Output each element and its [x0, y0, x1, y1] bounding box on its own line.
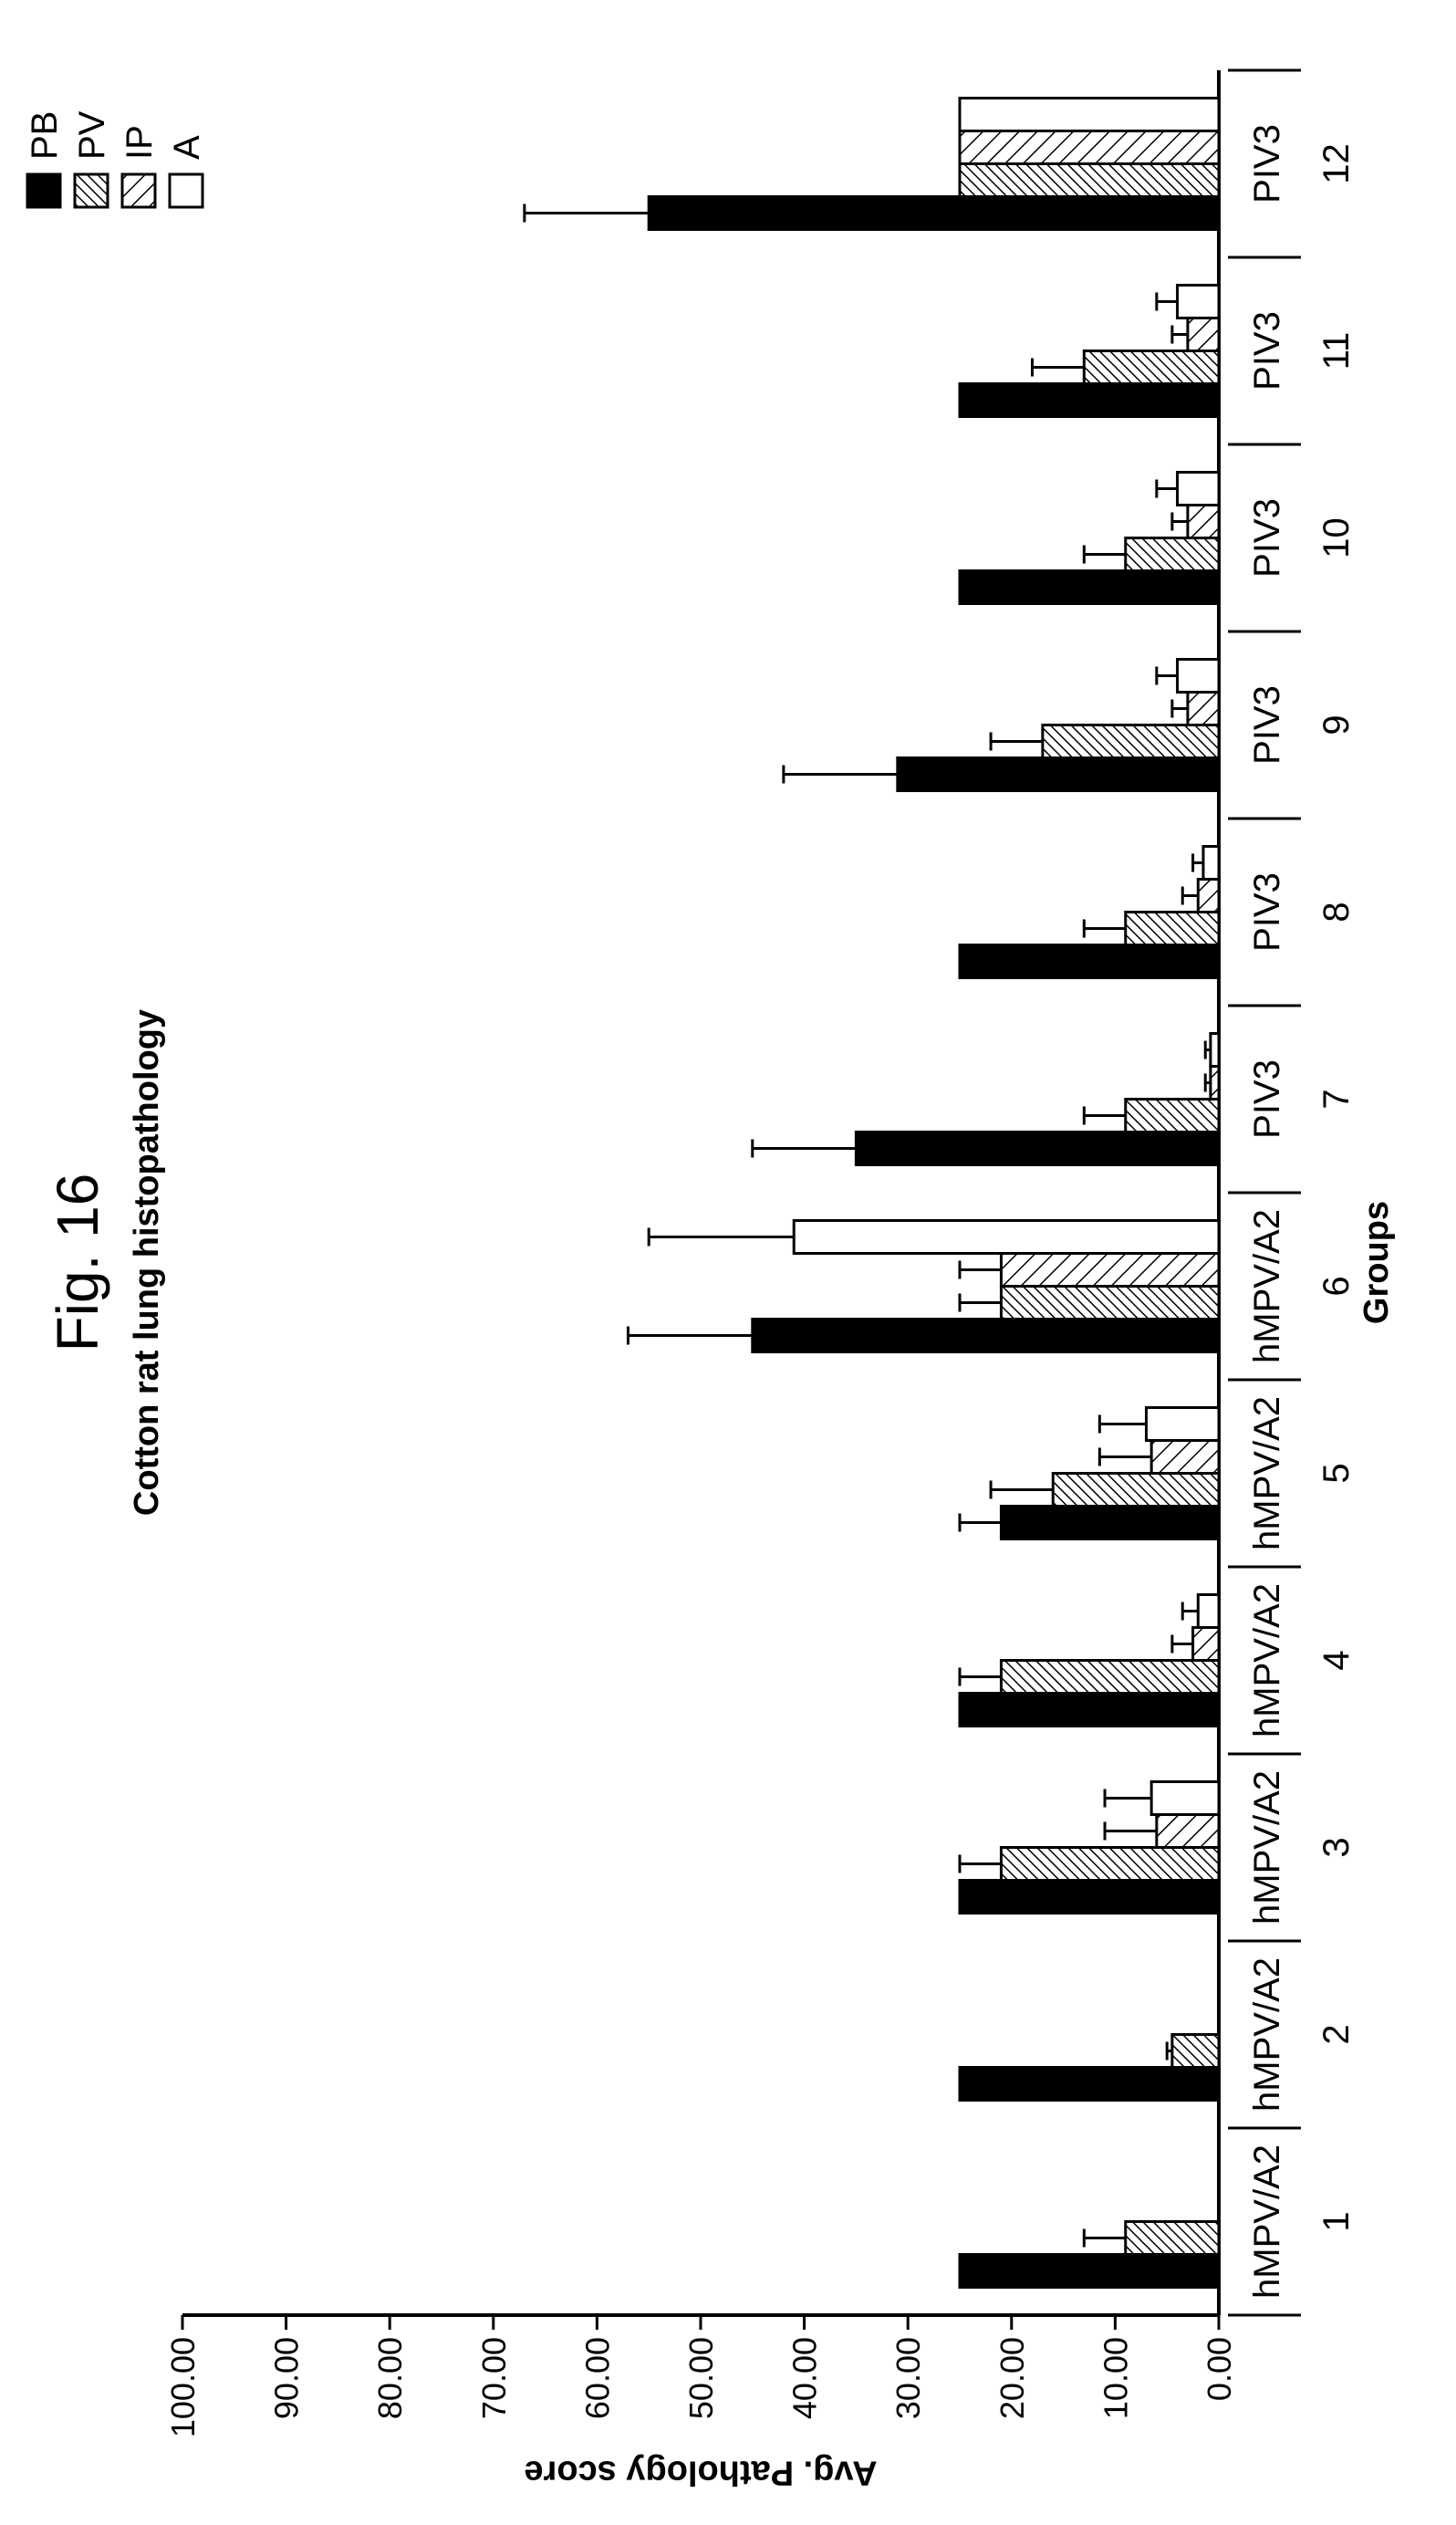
- y-tick-label: 80.00: [371, 2337, 409, 2419]
- bar-ip: [1191, 1626, 1221, 1662]
- group-number-label: 4: [1316, 1650, 1357, 1670]
- group-number-label: 10: [1316, 517, 1357, 558]
- bar-pv: [1124, 911, 1221, 946]
- bar-a: [958, 97, 1221, 132]
- y-tick-label: 0.00: [1201, 2337, 1238, 2401]
- bar-pv: [1170, 2033, 1221, 2069]
- group-number-label: 12: [1316, 143, 1357, 184]
- bar-ip: [1149, 1439, 1221, 1475]
- bar-pb: [647, 195, 1221, 231]
- bar-a: [1176, 658, 1221, 694]
- virus-label: hMPV/A2: [1247, 1396, 1287, 1550]
- bar-pv: [999, 1285, 1221, 1320]
- legend-label: PV: [72, 110, 112, 160]
- y-tick-label: 50.00: [682, 2337, 720, 2419]
- legend: PB PV IP A: [25, 110, 207, 209]
- bar-pb: [958, 382, 1221, 418]
- virus-label: hMPV/A2: [1247, 1770, 1287, 1925]
- bar-a: [1201, 845, 1221, 881]
- virus-label: hMPV/A2: [1247, 1957, 1287, 2112]
- legend-swatch: [26, 172, 62, 209]
- bar-ip: [1196, 878, 1221, 913]
- bar-ip: [958, 130, 1221, 165]
- bar-a: [1176, 471, 1221, 506]
- axes: 0.00 10.00 20.00 30.00 40.00 50.00 60.00 70.00 8…: [164, 70, 1238, 2437]
- bar-ip: [1186, 504, 1221, 539]
- y-tick-label: 30.00: [889, 2337, 927, 2419]
- y-tick-label: 20.00: [993, 2337, 1031, 2419]
- bar-pv: [958, 162, 1221, 198]
- virus-label: PIV3: [1247, 124, 1287, 203]
- virus-label: hMPV/A2: [1247, 2144, 1287, 2299]
- bar-ip: [1209, 1065, 1221, 1101]
- bar-pb: [958, 2253, 1221, 2289]
- bar-pb: [999, 1505, 1221, 1540]
- virus-label: PIV3: [1247, 311, 1287, 391]
- bar-pb: [896, 756, 1221, 792]
- bar-pv: [1082, 350, 1221, 385]
- bar-pb: [751, 1318, 1221, 1353]
- virus-label: PIV3: [1247, 1059, 1287, 1139]
- legend-label: PB: [25, 111, 65, 160]
- bars: [523, 97, 1221, 2289]
- group-number-label: 2: [1316, 2024, 1357, 2044]
- legend-swatch: [120, 172, 157, 209]
- bar-pv: [999, 1659, 1221, 1695]
- group-number-label: 11: [1316, 332, 1357, 370]
- bar-pb: [958, 944, 1221, 979]
- bar-a: [1176, 284, 1221, 319]
- bar-pv: [1124, 2220, 1221, 2256]
- bar-a: [1209, 1032, 1221, 1068]
- bar-pb: [958, 2066, 1221, 2102]
- group-number-label: 7: [1316, 1089, 1357, 1109]
- bar-pv: [1124, 1098, 1221, 1133]
- legend-label: A: [167, 135, 207, 160]
- virus-label: hMPV/A2: [1247, 1209, 1287, 1363]
- bar-a: [1149, 1780, 1221, 1816]
- y-tick-label: 90.00: [268, 2337, 306, 2419]
- bar-ip: [1186, 317, 1221, 352]
- y-tick-label: 70.00: [475, 2337, 513, 2419]
- legend-label: IP: [120, 125, 160, 160]
- bar-pb: [958, 1879, 1221, 1915]
- y-tick-label: 40.00: [786, 2337, 824, 2419]
- bar-pv: [999, 1846, 1221, 1882]
- bar-pv: [1041, 724, 1221, 759]
- y-tick-label: 10.00: [1097, 2337, 1134, 2419]
- bar-a: [792, 1219, 1221, 1255]
- bar-pv: [1051, 1472, 1221, 1508]
- legend-swatch: [73, 172, 109, 209]
- virus-label: PIV3: [1247, 872, 1287, 952]
- bar-ip: [999, 1252, 1221, 1288]
- bar-a: [1196, 1593, 1221, 1629]
- bar-ip: [1155, 1813, 1221, 1849]
- bar-ip: [1186, 691, 1221, 726]
- bar-a: [1144, 1406, 1221, 1442]
- category-labels: hMPV/A2 1 hMPV/A2 2 hMPV/A2 3 hMPV/A2 4 hMPV/A2 5…: [1228, 68, 1357, 2317]
- group-number-label: 9: [1316, 715, 1357, 735]
- group-number-label: 5: [1316, 1463, 1357, 1483]
- group-number-label: 1: [1316, 2211, 1357, 2231]
- virus-label: PIV3: [1247, 685, 1287, 765]
- y-tick-label: 60.00: [578, 2337, 616, 2419]
- bar-pb: [958, 1692, 1221, 1727]
- virus-label: PIV3: [1247, 498, 1287, 578]
- y-tick-label: 100.00: [164, 2337, 202, 2437]
- group-number-label: 3: [1316, 1837, 1357, 1857]
- virus-label: hMPV/A2: [1247, 1583, 1287, 1737]
- bar-pb: [854, 1131, 1221, 1166]
- group-number-label: 6: [1316, 1276, 1357, 1296]
- bar-pb: [958, 569, 1221, 605]
- bar-pv: [1124, 537, 1221, 572]
- group-number-label: 8: [1316, 902, 1357, 922]
- legend-swatch: [168, 172, 204, 209]
